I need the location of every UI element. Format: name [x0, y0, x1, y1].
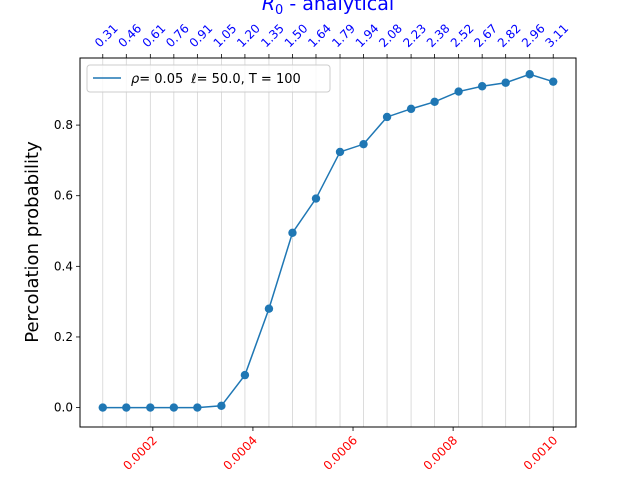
x-tick-label: 0.0004	[220, 433, 260, 473]
data-point	[549, 77, 558, 86]
data-point	[98, 403, 107, 412]
top-tick-label: 0.31	[92, 21, 121, 50]
top-tick-label: 0.46	[116, 21, 145, 50]
grid-layer	[102, 58, 554, 427]
top-axis-title-rest: - analytical	[283, 0, 394, 15]
top-tick-label: 2.96	[519, 21, 548, 50]
top-tick-label: 2.23	[400, 21, 429, 50]
data-point	[525, 70, 534, 79]
data-point	[335, 147, 345, 157]
data-point	[217, 401, 226, 411]
top-tick-label: 2.82	[495, 21, 524, 50]
legend-rest: = 50.0, T = 100	[197, 72, 301, 87]
legend-label: ρ= 0.05 ℓ= 50.0, T = 100	[131, 72, 301, 87]
legend-ell: ℓ	[190, 72, 196, 87]
x-tick-label: 0.0008	[421, 433, 461, 473]
y-tick-label: 0.6	[54, 189, 73, 203]
x-tick-label: 0.0002	[120, 433, 160, 473]
data-point	[264, 304, 274, 313]
top-tick-label: 1.35	[258, 21, 287, 50]
data-point	[430, 97, 439, 106]
data-point	[146, 403, 155, 412]
top-tick-label: 1.94	[353, 21, 382, 50]
series-layer	[98, 70, 558, 412]
top-tick-label: 1.50	[282, 21, 311, 50]
plot-frame	[79, 57, 577, 428]
top-tick-label: 3.11	[542, 21, 571, 50]
top-tick-label: 1.79	[329, 21, 358, 50]
x-tick-label: 0.0010	[521, 433, 561, 473]
legend-rho-value: = 0.05	[139, 72, 183, 87]
top-tick-label: 1.20	[234, 21, 263, 50]
plot-background	[80, 58, 576, 427]
top-tick-label: 1.64	[305, 21, 334, 50]
top-tick-label: 1.05	[211, 21, 240, 50]
data-point	[359, 139, 368, 149]
data-point	[382, 112, 392, 122]
data-point	[454, 87, 463, 96]
legend-box	[86, 64, 331, 93]
top-tick-label: 2.67	[471, 21, 500, 50]
top-tick-label: 0.91	[187, 21, 216, 50]
data-point	[169, 403, 179, 412]
y-tick-label: 0.8	[54, 118, 73, 132]
top-axis-title: R0 - analytical	[262, 0, 394, 18]
data-point	[477, 82, 487, 91]
legend-rho: ρ	[131, 72, 140, 87]
data-point	[240, 370, 250, 380]
legend: ρ= 0.05 ℓ= 50.0, T = 100	[86, 64, 331, 93]
top-tick-label: 2.52	[448, 21, 477, 50]
data-point	[122, 403, 131, 412]
data-point	[288, 228, 297, 237]
data-point	[193, 403, 202, 412]
x-tick-label: 0.0006	[321, 433, 361, 473]
top-axis-title-base: R	[262, 0, 275, 15]
top-tick-label: 2.38	[424, 21, 453, 50]
y-tick-label: 0.2	[54, 330, 73, 344]
y-axis-title: Percolation probability	[22, 141, 43, 343]
top-tick-label: 0.61	[140, 21, 169, 50]
y-tick-label: 0.4	[54, 259, 73, 273]
top-tick-label: 2.08	[376, 21, 405, 50]
top-tick-label: 0.76	[163, 21, 192, 50]
y-tick-label: 0.0	[54, 401, 73, 415]
data-point	[501, 78, 510, 87]
data-point	[406, 104, 416, 114]
data-point	[311, 194, 321, 203]
top-axis-title-sub: 0	[275, 3, 283, 18]
